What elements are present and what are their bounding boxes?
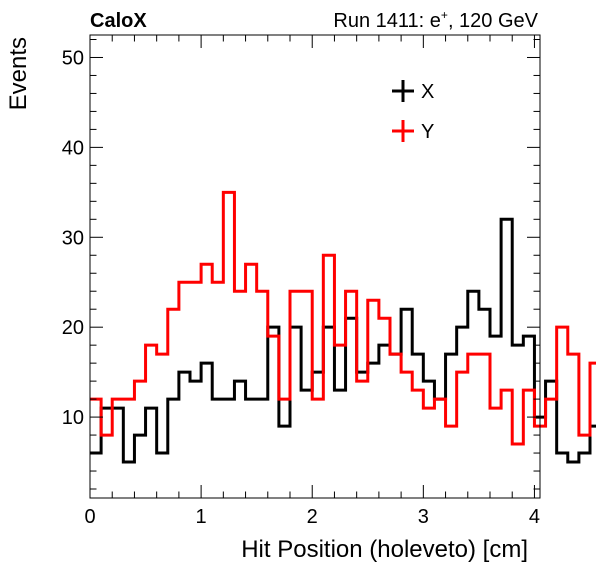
legend: XY: [392, 80, 434, 143]
x-tick-label: 3: [418, 506, 429, 528]
title-right-main: Run 1411: e: [333, 10, 441, 32]
x-axis-label: Hit Position (holeveto) [cm]: [241, 536, 528, 563]
title-right-tail: , 120 GeV: [448, 10, 539, 32]
legend-label-y: Y: [421, 121, 434, 143]
y-tick-label: 20: [62, 317, 84, 339]
chart-title-left: CaloX: [90, 10, 147, 32]
x-tick-label: 4: [529, 506, 540, 528]
tick-labels: 0 1 2 3 4 10 20 30 40 50: [62, 47, 540, 528]
y-tick-label: 30: [62, 227, 84, 249]
axis-ticks: [89, 35, 540, 498]
title-right-sup: +: [441, 8, 448, 22]
y-tick-label: 40: [62, 137, 84, 159]
legend-label-x: X: [421, 81, 434, 103]
series-x-line: [90, 217, 596, 464]
x-tick-label: 0: [84, 506, 95, 528]
x-tick-label: 1: [196, 506, 207, 528]
y-axis-label: Events: [5, 37, 32, 110]
x-tick-label: 2: [307, 506, 318, 528]
y-tick-label: 10: [62, 407, 84, 429]
y-tick-label: 50: [62, 47, 84, 69]
series-layer: [90, 190, 596, 464]
series-y-line: [90, 190, 596, 446]
chart-title-right: Run 1411: e+, 120 GeV: [333, 8, 538, 32]
plot-frame: [89, 34, 541, 499]
